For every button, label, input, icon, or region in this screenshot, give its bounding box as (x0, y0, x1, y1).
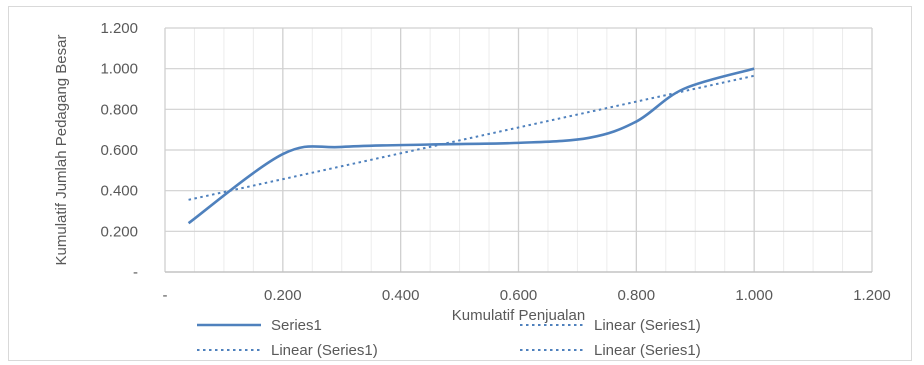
x-tick-label: 0.800 (618, 287, 656, 304)
x-tick-label: 1.000 (735, 287, 773, 304)
x-tick-label: 1.200 (853, 287, 891, 304)
y-tick-label: 0.200 (100, 223, 138, 240)
legend-entry-label: Series1 (271, 317, 322, 334)
y-tick-label: 0.800 (100, 101, 138, 118)
x-tick-labels: - 0.200 0.400 0.600 0.800 1.000 1.200 (163, 287, 891, 304)
y-tick-label: 1.000 (100, 61, 138, 78)
y-tick-label: 0.400 (100, 183, 138, 200)
x-tick-label: 0.200 (264, 287, 302, 304)
linear-trendline (188, 74, 755, 201)
x-tick-label: - (163, 287, 168, 304)
y-tick-label: - (133, 264, 138, 281)
legend: Series1 Linear (Series1) Linear (Series1) L… (197, 317, 701, 359)
legend-entry-label: Linear (Series1) (594, 317, 701, 334)
series1-line (187, 67, 755, 225)
y-tick-labels: - 0.200 0.400 0.600 0.800 1.000 1.200 (100, 20, 138, 281)
legend-entry-label: Linear (Series1) (271, 342, 378, 359)
legend-entry-label: Linear (Series1) (594, 342, 701, 359)
y-axis-title: Kumulatif Jumlah Pedagang Besar (53, 35, 70, 266)
y-tick-label: 1.200 (100, 20, 138, 37)
y-tick-label: 0.600 (100, 142, 138, 159)
x-tick-label: 0.400 (382, 287, 420, 304)
series-layer (187, 67, 755, 225)
gridlines (164, 27, 873, 273)
x-axis-title: Kumulatif Penjualan (452, 307, 585, 324)
x-tick-label: 0.600 (500, 287, 538, 304)
